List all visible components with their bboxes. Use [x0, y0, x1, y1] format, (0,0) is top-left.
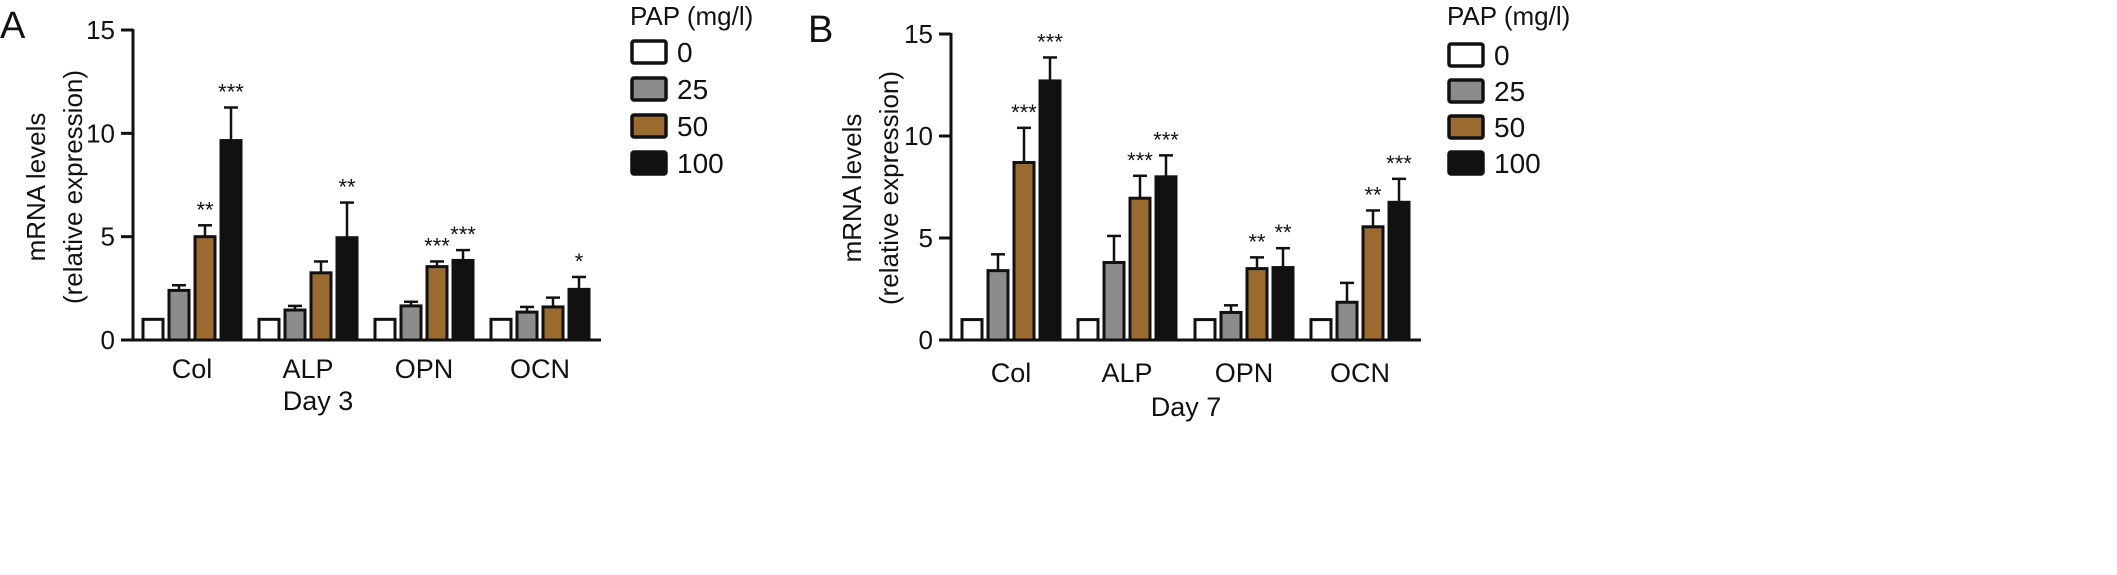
panel-a-bar [373, 317, 397, 342]
panel-b-bar [1102, 260, 1126, 342]
panel-b-legend-label: 100 [1494, 148, 1541, 179]
panel-a-legend-label: 100 [677, 148, 724, 179]
panel-b-label: B [808, 9, 833, 51]
panel-b-legend-title: PAP (mg/l) [1447, 1, 1570, 31]
panel-b-bar [1076, 318, 1100, 342]
panel-b-legend-swatch [1447, 78, 1485, 104]
panel-a-significance-mark: *** [450, 222, 476, 247]
panel-b-significance-mark: ** [1364, 182, 1382, 207]
panel-a-legend-swatch [630, 150, 668, 176]
panel-b-legend-label: 0 [1494, 40, 1510, 71]
panel-b-bar [1128, 196, 1152, 342]
panel-a-bar [193, 235, 217, 342]
panel-b-bar [986, 269, 1010, 342]
panel-b-significance-mark: ** [1248, 229, 1266, 254]
panel-a-legend-swatch [630, 113, 668, 139]
panel-a-bar [257, 317, 281, 342]
panel-b-category-label: ALP [1101, 358, 1152, 388]
panel-b-legend-label: 50 [1494, 112, 1525, 143]
panel-b-y-axis-title-line1: mRNA levels [837, 114, 867, 263]
panel-a-bar [219, 139, 243, 342]
panel-a-legend-label: 0 [677, 37, 693, 68]
panel-b-bar [1154, 175, 1178, 342]
panel-a-y-tick-label: 15 [86, 15, 115, 45]
panel-b-bar [1387, 200, 1411, 342]
panel-a-bar [167, 288, 191, 342]
panel-b-category-label: OPN [1215, 358, 1274, 388]
panel-a-bar [489, 317, 513, 342]
panel-a-bar [541, 305, 565, 342]
panel-a-significance-mark: *** [424, 233, 450, 258]
panel-a-legend-swatch [630, 76, 668, 102]
panel-a-x-axis-title: Day 3 [283, 386, 354, 416]
panel-a-legend-label: 25 [677, 74, 708, 105]
panel-a-significance-mark: * [575, 249, 584, 274]
panel-a-category-label: ALP [282, 354, 333, 384]
panel-a-y-tick-label: 10 [86, 118, 115, 148]
panel-b-bar [1335, 300, 1359, 342]
panel-a-bar [399, 304, 423, 342]
panel-a-bar [335, 236, 359, 342]
panel-b-significance-mark: ** [1274, 220, 1292, 245]
panel-b-category-label: OCN [1330, 358, 1390, 388]
panel-b-bar [1271, 266, 1295, 342]
panel-b-legend-label: 25 [1494, 76, 1525, 107]
panel-a-legend-swatch [630, 39, 668, 65]
panel-a-bar [141, 317, 165, 342]
panel-b-category-label: Col [991, 358, 1032, 388]
panel-a-category-label: OPN [395, 354, 454, 384]
panel-a-bar [515, 310, 539, 342]
panel-a-y-axis-title-line2: (relative expression) [58, 70, 88, 304]
panel-a-bar [451, 258, 475, 342]
panel-a-bar [567, 287, 591, 342]
panel-b-bar [1309, 318, 1333, 342]
panel-b-bar [1193, 318, 1217, 342]
panel-a-legend-title: PAP (mg/l) [630, 1, 753, 31]
panel-b-y-tick-label: 5 [919, 223, 933, 253]
panel-a-y-tick-label: 5 [101, 222, 115, 252]
panel-a-significance-mark: *** [218, 80, 244, 105]
panel-a-legend-label: 50 [677, 111, 708, 142]
panel-b-y-tick-label: 0 [919, 325, 933, 355]
panel-b-bar [960, 318, 984, 342]
panel-a-y-axis-title-line1: mRNA levels [21, 113, 51, 262]
panel-a-category-label: OCN [510, 354, 570, 384]
panel-a-significance-mark: ** [338, 175, 356, 200]
panel-a-bar [425, 265, 449, 342]
panel-b-bar [1038, 79, 1062, 342]
panel-b-bar [1245, 267, 1269, 342]
panel-b-legend-swatch [1447, 42, 1485, 68]
panel-b-y-tick-label: 15 [904, 19, 933, 49]
panel-b-significance-mark: *** [1037, 29, 1063, 54]
panel-a-bar [283, 308, 307, 342]
panel-b-bar [1361, 225, 1385, 342]
panel-b-significance-mark: *** [1127, 148, 1153, 173]
panel-b-bar [1219, 310, 1243, 342]
panel-b-y-tick-label: 10 [904, 121, 933, 151]
panel-b-x-axis-title: Day 7 [1151, 392, 1222, 422]
panel-b-significance-mark: *** [1011, 100, 1037, 125]
panel-a-label: A [0, 5, 26, 47]
panel-b-significance-mark: *** [1386, 151, 1412, 176]
panel-b-y-axis-title-line2: (relative expression) [874, 71, 904, 305]
panel-b-bar [1012, 161, 1036, 342]
panel-b-legend-swatch [1447, 150, 1485, 176]
panel-b-significance-mark: *** [1153, 127, 1179, 152]
panel-a-category-label: Col [172, 354, 213, 384]
panel-a-bar [309, 271, 333, 342]
panel-a-y-tick-label: 0 [101, 325, 115, 355]
panel-b-legend-swatch [1447, 114, 1485, 140]
panel-a-significance-mark: ** [196, 197, 214, 222]
